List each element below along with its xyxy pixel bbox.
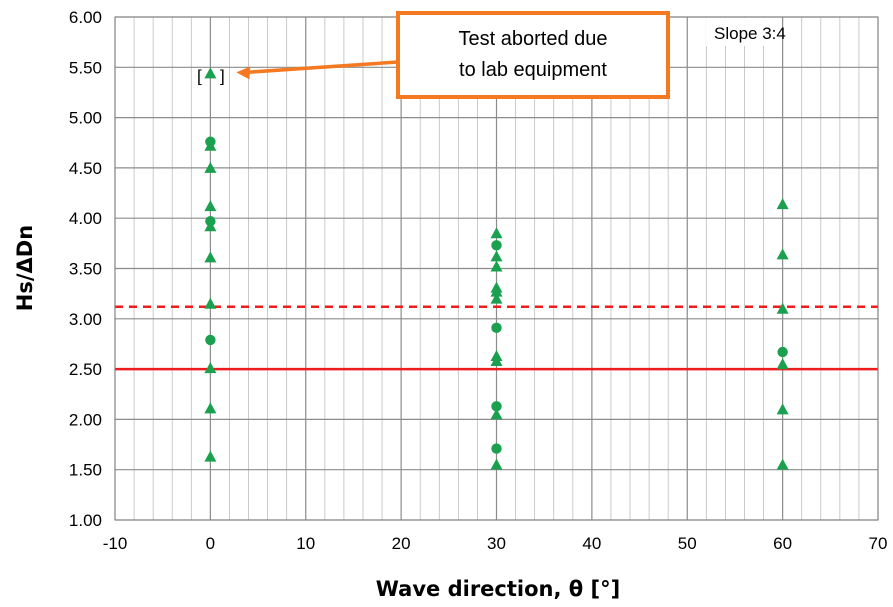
data-point-circle <box>777 346 788 358</box>
y-tick-label: 4.50 <box>69 159 102 178</box>
reference-lines <box>115 305 878 371</box>
x-tick-label: 30 <box>487 534 506 553</box>
callout-annotation: Test aborted due to lab equipment <box>236 11 670 99</box>
bracket-right: ] <box>220 66 225 85</box>
bracket-left: [ <box>197 66 202 85</box>
y-tick-label: 5.50 <box>69 58 102 77</box>
y-tick-labels: 1.00 1.50 2.00 2.50 3.00 3.50 4.00 4.50 5.00 5.50… <box>69 8 102 530</box>
callout-arrowhead <box>236 66 251 80</box>
y-tick-label: 4.00 <box>69 209 102 228</box>
callout-box <box>396 11 670 99</box>
data-point-triangle <box>776 302 789 314</box>
y-tick-label: 3.50 <box>69 260 102 279</box>
x-tick-label: 10 <box>296 534 315 553</box>
data-point-triangle <box>776 248 789 260</box>
data-point-triangle <box>204 161 217 173</box>
data-point-triangle <box>776 403 789 415</box>
slope-label: Slope 3:4 <box>714 24 786 43</box>
data-point-circle <box>491 401 502 412</box>
x-tick-label: 50 <box>678 534 697 553</box>
data-point-triangle <box>776 358 789 370</box>
bracket-marks: [ ] <box>197 66 225 85</box>
slope-label-box: Slope 3:4 <box>706 18 786 46</box>
x-tick-label: 20 <box>392 534 411 553</box>
data-point-circle <box>491 322 502 334</box>
data-point-circle <box>491 240 502 251</box>
x-tick-label: 60 <box>773 534 792 553</box>
data-point-triangle <box>490 250 503 262</box>
data-point-triangle <box>490 408 503 420</box>
y-tick-label: 6.00 <box>69 8 102 27</box>
data-point-triangle <box>776 458 789 470</box>
callout-line-1: Test aborted due <box>459 28 608 50</box>
data-point-triangle <box>490 260 503 272</box>
data-points <box>204 67 789 470</box>
callout-line-2: to lab equipment <box>459 59 607 81</box>
data-point-triangle <box>204 67 217 79</box>
data-point-triangle <box>204 200 217 212</box>
data-point-triangle <box>204 450 217 462</box>
x-tick-label: 40 <box>582 534 601 553</box>
y-tick-label: 2.00 <box>69 410 102 429</box>
data-point-triangle <box>490 227 503 239</box>
x-tick-labels: -10 0 10 20 30 40 50 60 70 <box>103 534 888 553</box>
data-point-triangle <box>204 362 217 374</box>
data-point-triangle <box>490 350 503 362</box>
x-tick-label: -10 <box>103 534 128 553</box>
data-point-circle <box>205 334 216 346</box>
y-tick-label: 3.00 <box>69 310 102 329</box>
x-tick-label: 70 <box>869 534 888 553</box>
y-tick-label: 1.50 <box>69 461 102 480</box>
data-point-triangle <box>204 251 217 263</box>
data-point-triangle <box>490 281 503 293</box>
data-point-triangle <box>204 297 217 309</box>
y-tick-label: 5.00 <box>69 109 102 128</box>
data-point-triangle <box>204 402 217 414</box>
x-axis-title: Wave direction, θ [°] <box>376 577 620 601</box>
data-point-circle <box>491 443 502 454</box>
data-point-triangle <box>776 198 789 210</box>
y-axis-title: Hs/ΔDn <box>13 225 37 311</box>
data-point-circle <box>205 136 216 147</box>
data-point-triangle <box>490 292 503 304</box>
data-point-circle <box>205 216 216 227</box>
y-tick-label: 1.00 <box>69 511 102 530</box>
data-point-triangle <box>490 458 503 470</box>
callout-arrow <box>246 60 399 75</box>
y-tick-label: 2.50 <box>69 360 102 379</box>
x-tick-label: 0 <box>206 534 215 553</box>
